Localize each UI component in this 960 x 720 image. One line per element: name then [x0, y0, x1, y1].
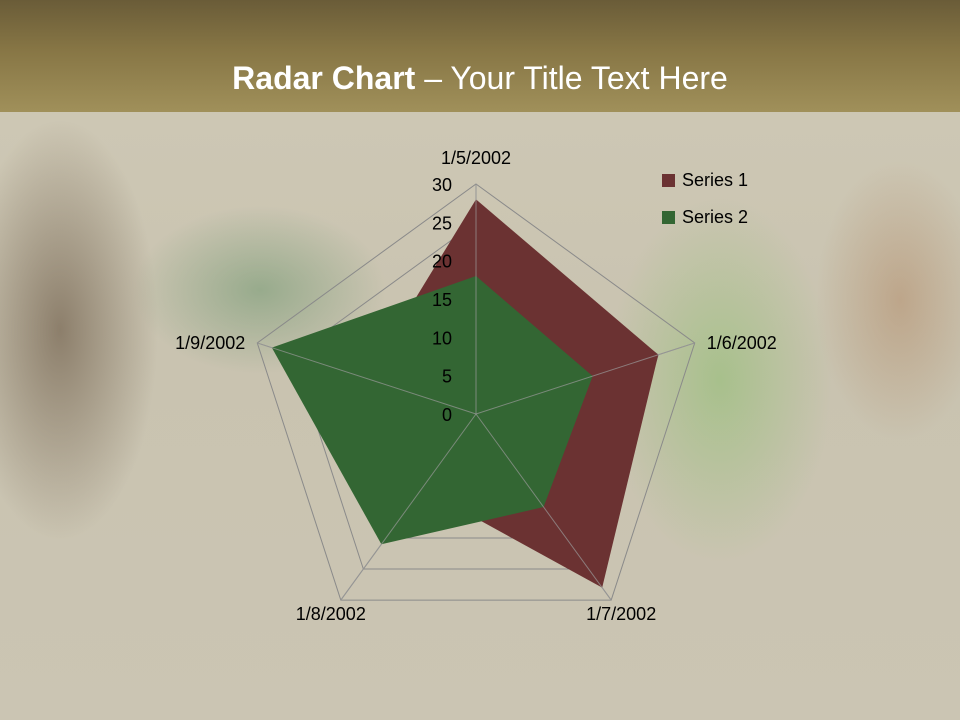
legend-item-series-2: Series 2 [662, 199, 748, 236]
title-band [0, 0, 960, 112]
tick-label: 0 [442, 405, 452, 425]
series-area-2 [271, 276, 593, 545]
title-rest: – Your Title Text Here [415, 60, 728, 96]
axis-spoke-overlay [340, 413, 477, 601]
axis-spoke-overlay [475, 342, 695, 415]
axis-spoke-overlay [475, 413, 612, 601]
legend-swatch [662, 174, 675, 187]
legend-label: Series 2 [682, 207, 749, 227]
category-label: 1/7/2002 [586, 604, 656, 624]
tick-label: 5 [442, 367, 452, 387]
grid-ring [256, 183, 696, 601]
title-bold: Radar Chart [232, 60, 416, 96]
category-label: 1/8/2002 [296, 604, 366, 624]
tick-label: 20 [432, 252, 452, 272]
tick-label: 25 [432, 213, 452, 233]
legend: Series 1 Series 2 [662, 162, 748, 236]
tick-label: 30 [432, 175, 452, 195]
legend-item-series-1: Series 1 [662, 162, 748, 199]
category-label: 1/6/2002 [707, 333, 777, 353]
legend-label: Series 1 [682, 170, 749, 190]
category-label: 1/5/2002 [441, 148, 511, 168]
axis-spoke-overlay [257, 342, 477, 415]
tick-label: 10 [432, 328, 452, 348]
tick-label: 15 [432, 290, 452, 310]
slide-title: Radar Chart – Your Title Text Here [0, 60, 960, 97]
category-label: 1/9/2002 [175, 333, 245, 353]
legend-swatch [662, 211, 675, 224]
